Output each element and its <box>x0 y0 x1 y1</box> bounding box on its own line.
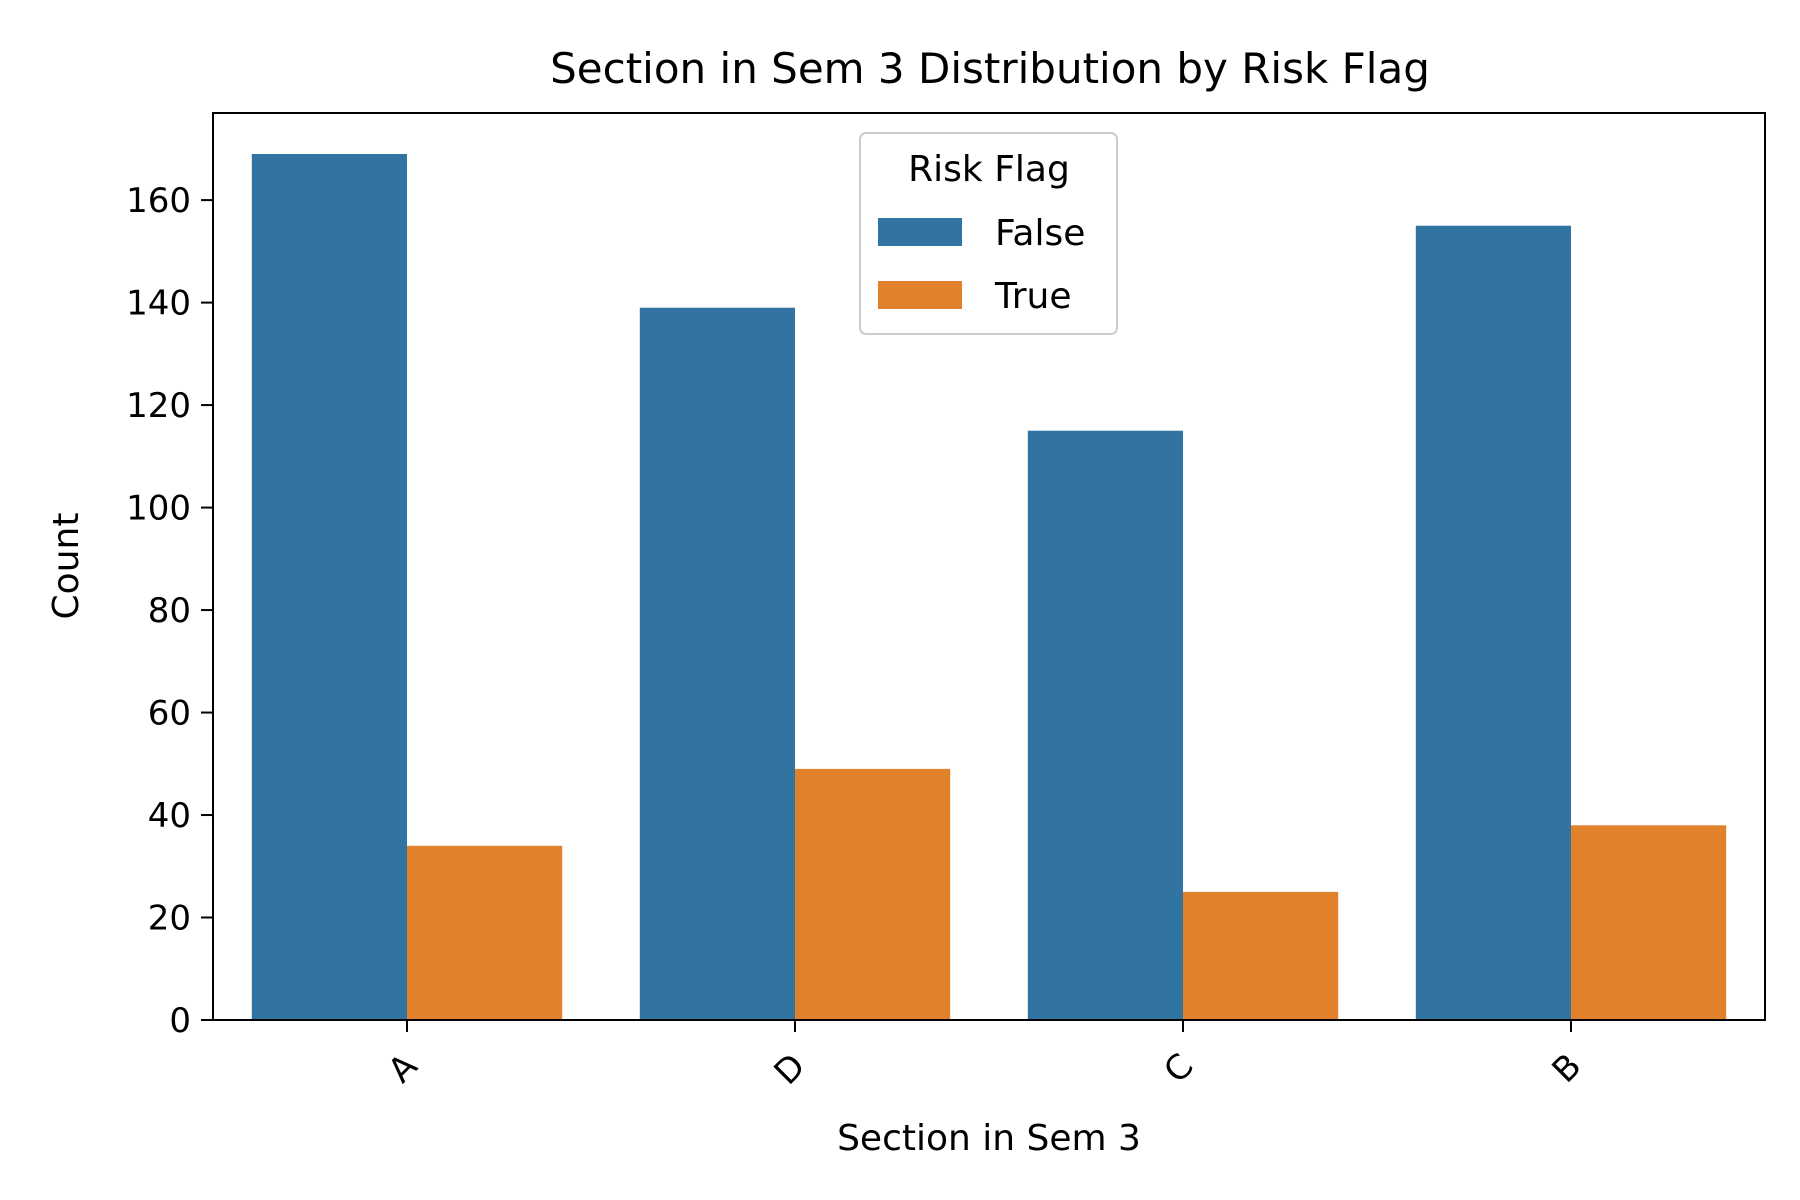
bar-c-false <box>1027 430 1183 1021</box>
y-axis-ticks: 0 20 40 60 80 100 120 140 160 <box>126 181 213 1041</box>
legend: Risk Flag False True <box>859 132 1118 335</box>
y-tick-label-100: 100 <box>126 489 191 529</box>
y-tick-label-20: 20 <box>148 899 191 939</box>
y-tick-label-140: 140 <box>126 284 191 324</box>
legend-title: Risk Flag <box>908 149 1070 190</box>
bar-d-false <box>639 307 795 1021</box>
bar-a-false <box>251 153 407 1021</box>
legend-label-true: True <box>994 276 1071 317</box>
legend-swatch-false <box>878 218 962 246</box>
legend-swatch-true <box>878 281 962 309</box>
x-axis-label: Section in Sem 3 <box>837 1118 1141 1159</box>
y-tick-label-60: 60 <box>148 694 191 734</box>
legend-label-false: False <box>995 213 1085 254</box>
bar-b-true <box>1571 825 1727 1020</box>
bar-d-true <box>795 768 951 1020</box>
plot-frame <box>212 112 1766 1021</box>
y-tick-label-0: 0 <box>169 1001 191 1041</box>
bar-c-true <box>1183 891 1339 1020</box>
bar-b-false <box>1415 225 1571 1021</box>
y-tick-label-160: 160 <box>126 181 191 221</box>
bars-layer <box>251 153 1727 1021</box>
y-tick-label-120: 120 <box>126 386 191 426</box>
bar-a-true <box>407 845 563 1020</box>
chart-title: Section in Sem 3 Distribution by Risk Fl… <box>550 44 1430 93</box>
y-tick-label-40: 40 <box>148 796 191 836</box>
y-tick-label-80: 80 <box>148 591 191 631</box>
y-axis-label: Count <box>46 513 87 620</box>
